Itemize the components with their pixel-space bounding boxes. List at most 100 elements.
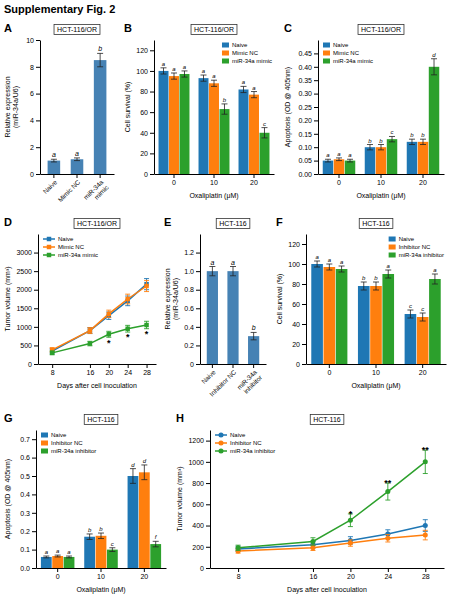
x-tick-mark xyxy=(53,174,54,178)
legend-entry: Naive xyxy=(215,432,246,438)
y-axis-title: Relative expression(miR-34a/U6) xyxy=(164,268,180,329)
x-tick: 16 xyxy=(87,364,95,376)
y-tick-mark xyxy=(196,327,200,328)
letter-label: d xyxy=(432,52,436,58)
text-line: Naive xyxy=(41,178,58,195)
legend-entry: miR-34a inhibitor xyxy=(41,448,96,454)
plot-annotations: abdabdacf xyxy=(45,458,158,555)
y-tick-mark xyxy=(196,253,200,254)
legend-label: miR-34a mimic xyxy=(333,58,373,64)
y-tick-mark xyxy=(314,120,318,121)
legend-entry: miR-34a mimic xyxy=(323,58,373,64)
x-tick-label: 24 xyxy=(384,573,392,580)
x-tick-label: 16 xyxy=(87,369,95,376)
bar xyxy=(207,271,218,364)
y-tick-label: 1200 xyxy=(188,437,204,444)
y-tick-mark xyxy=(32,458,36,459)
y-tick-mark xyxy=(34,271,38,272)
letter-label: b xyxy=(223,97,227,103)
x-tick-mark xyxy=(77,174,78,178)
error-bar xyxy=(211,80,217,86)
letter-label: a xyxy=(183,64,187,70)
x-tick-label: miR-34ainhibitor xyxy=(236,368,264,396)
text-line: Relative expression xyxy=(164,268,172,329)
letter-label: b xyxy=(410,132,414,138)
x-tick-mark xyxy=(57,568,58,572)
series-line xyxy=(238,462,425,548)
x-tick-mark xyxy=(144,568,145,572)
x-tick: 0 xyxy=(337,174,341,186)
letter-label: b xyxy=(252,324,256,331)
y-tick-mark xyxy=(150,112,154,113)
x-axis: 01020 xyxy=(155,174,275,186)
x-tick: Naive xyxy=(41,174,58,195)
point xyxy=(88,328,92,332)
bar xyxy=(209,83,219,174)
star-label: * xyxy=(126,332,130,342)
y-tick: 0.05 xyxy=(298,157,318,164)
y-tick-label: 2 xyxy=(30,144,34,151)
y-tick: 0.4 xyxy=(184,324,200,331)
x-tick: 10 xyxy=(97,568,105,580)
letter-label: a xyxy=(67,549,71,555)
y-tick-label: 0 xyxy=(28,361,32,368)
y-axis-title: Tumor volume (mm³) xyxy=(4,266,12,331)
plot-marks xyxy=(41,465,161,568)
y-tick: 0.10 xyxy=(298,144,318,151)
x-axis: 01020 xyxy=(319,174,445,186)
y-tick-mark xyxy=(34,308,38,309)
point xyxy=(50,351,54,355)
legend-label: Naive xyxy=(58,236,74,242)
plot-marks xyxy=(236,450,428,553)
error-bar xyxy=(106,310,111,317)
error-bar xyxy=(261,128,267,138)
y-tick-mark xyxy=(302,364,306,365)
bar xyxy=(324,267,336,364)
y-tick-label: 40 xyxy=(292,321,300,328)
panel-label: H xyxy=(176,412,184,424)
y-tick-mark xyxy=(150,153,154,154)
x-tick-mark xyxy=(214,174,215,178)
bar xyxy=(345,161,355,174)
y-tick: 2500 xyxy=(16,268,38,275)
text-line: mimic xyxy=(93,183,110,200)
error-bar xyxy=(373,282,379,290)
y-tick-mark xyxy=(206,462,210,463)
panel-title: HCT-116/OR xyxy=(77,220,117,227)
x-axis: NaiveInhibitor NCmiR-34ainhibitor xyxy=(200,364,267,398)
letter-label: a xyxy=(348,152,352,158)
panel-title-box xyxy=(191,25,237,35)
error-bar xyxy=(98,533,104,539)
y-tick-mark xyxy=(34,253,38,254)
letter-label: a xyxy=(202,68,206,74)
letter-label: b xyxy=(374,275,378,281)
x-tick-mark xyxy=(233,364,234,368)
text-line: Apoptosis (OD @ 405nm) xyxy=(4,459,12,539)
y-axis: 0246810 xyxy=(26,37,40,178)
error-bar xyxy=(141,465,147,480)
legend-marker xyxy=(47,237,51,241)
x-tick-label: 28 xyxy=(422,573,430,580)
y-tick-label: 100 xyxy=(136,68,148,75)
y-tick-mark xyxy=(196,308,200,309)
legend-entry: Mimic NC xyxy=(43,244,85,250)
panel-label: G xyxy=(4,412,13,424)
point xyxy=(107,312,111,316)
error-bar xyxy=(310,545,315,550)
x-tick-mark xyxy=(109,364,110,368)
point xyxy=(107,332,111,336)
y-tick-mark xyxy=(314,107,318,108)
y-tick: 0 xyxy=(28,361,38,368)
bar xyxy=(220,109,230,174)
y-tick-label: 100 xyxy=(288,261,300,268)
x-tick-label: 10 xyxy=(210,179,218,186)
y-tick: 0 xyxy=(190,361,200,368)
bar xyxy=(249,95,259,174)
legend-swatch xyxy=(41,441,48,446)
y-tick-label: 0.2 xyxy=(184,342,194,349)
x-tick-mark xyxy=(388,568,389,572)
y-tick-label: 0 xyxy=(190,361,194,368)
y-axis-line xyxy=(306,235,307,365)
error-bar xyxy=(87,534,93,540)
y-tick: 80 xyxy=(292,281,306,288)
